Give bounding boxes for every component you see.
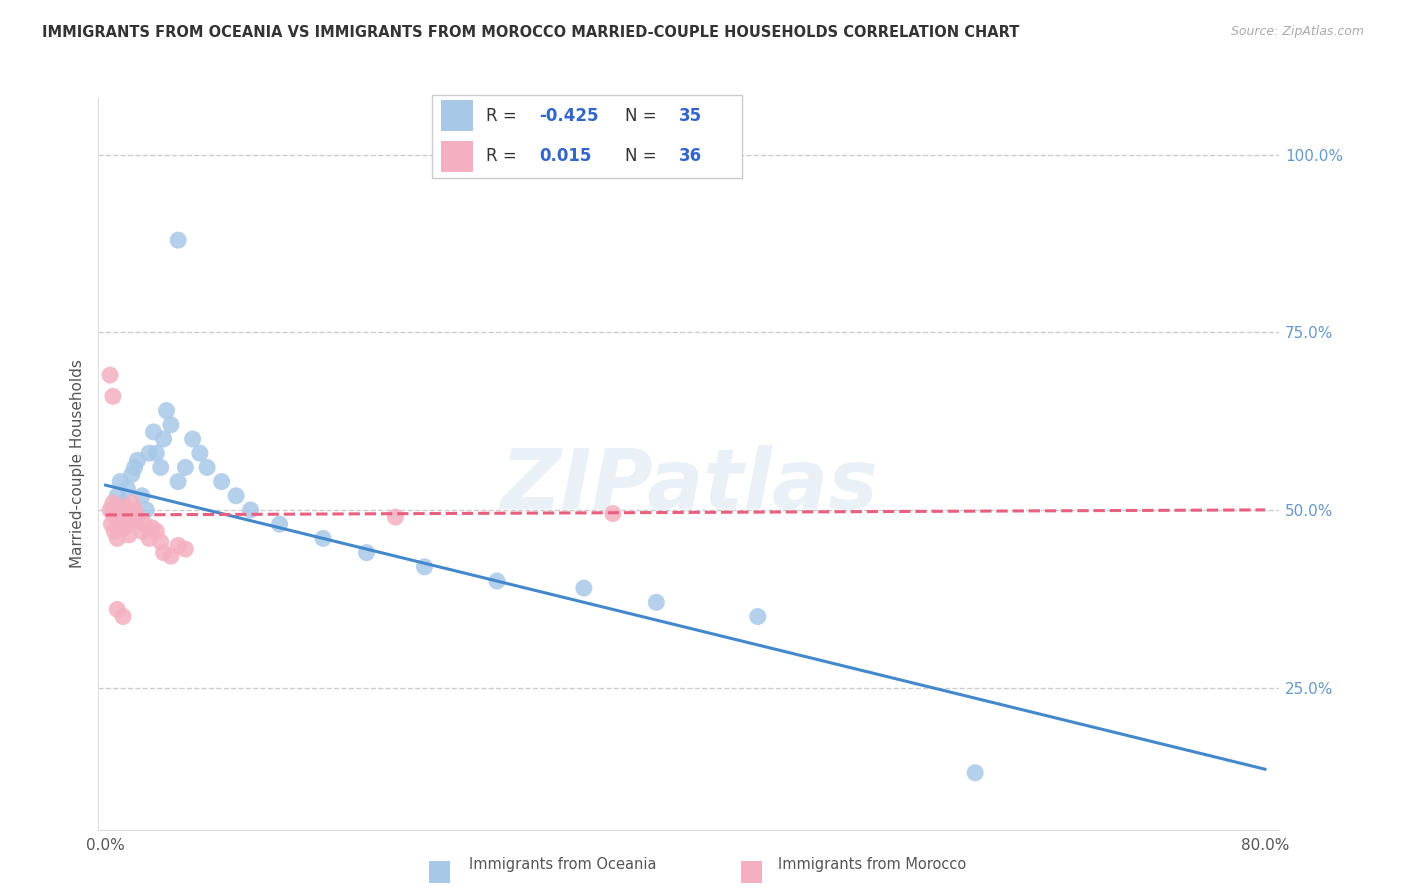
Point <box>965 765 987 780</box>
Point <box>195 460 218 475</box>
Point <box>138 532 160 546</box>
Point <box>167 475 190 489</box>
Text: N =: N = <box>626 147 662 165</box>
Point <box>188 446 211 460</box>
Point <box>121 507 143 521</box>
Text: N =: N = <box>626 107 662 125</box>
Point <box>101 389 124 403</box>
Point <box>149 535 172 549</box>
Point <box>101 503 124 517</box>
Point <box>155 403 177 417</box>
Y-axis label: Married-couple Households: Married-couple Households <box>69 359 84 568</box>
Point <box>269 517 291 532</box>
Point <box>114 521 136 535</box>
Point <box>356 546 378 560</box>
Point <box>312 532 335 546</box>
Point <box>239 503 262 517</box>
Point <box>149 460 172 475</box>
Point <box>174 460 197 475</box>
Point <box>121 496 143 510</box>
Point <box>105 532 128 546</box>
Text: 0.015: 0.015 <box>540 147 592 165</box>
Point <box>98 503 121 517</box>
Point <box>134 517 156 532</box>
Point <box>145 446 167 460</box>
Point <box>167 233 190 247</box>
Point <box>108 500 131 514</box>
Point <box>124 503 146 517</box>
Point <box>127 453 149 467</box>
Point <box>135 503 157 517</box>
Point <box>152 546 174 560</box>
Point <box>103 524 125 539</box>
Point <box>131 524 153 539</box>
Point <box>107 503 129 517</box>
Point <box>118 528 141 542</box>
Point <box>160 417 183 432</box>
FancyBboxPatch shape <box>441 101 472 131</box>
Point <box>121 467 143 482</box>
Point <box>98 368 121 382</box>
Point <box>747 609 769 624</box>
FancyBboxPatch shape <box>441 141 472 171</box>
Point <box>384 510 406 524</box>
Point <box>181 432 204 446</box>
Point <box>225 489 247 503</box>
Point <box>105 489 128 503</box>
Text: R =: R = <box>486 107 522 125</box>
Point <box>117 517 139 532</box>
Point <box>117 482 139 496</box>
Text: Source: ZipAtlas.com: Source: ZipAtlas.com <box>1230 25 1364 38</box>
Point <box>101 496 124 510</box>
Text: 35: 35 <box>679 107 702 125</box>
Text: R =: R = <box>486 147 522 165</box>
Point <box>572 581 595 595</box>
Point <box>160 549 183 563</box>
Point <box>131 489 153 503</box>
Point <box>174 542 197 557</box>
Point <box>485 574 508 588</box>
Point <box>112 496 135 510</box>
Point <box>138 446 160 460</box>
Point <box>108 475 131 489</box>
Point <box>104 510 127 524</box>
Point <box>645 595 668 609</box>
Point <box>413 559 436 574</box>
FancyBboxPatch shape <box>432 95 742 178</box>
Point <box>145 524 167 539</box>
Point <box>142 425 165 439</box>
Point <box>108 514 131 528</box>
Point <box>167 539 190 553</box>
Text: Immigrants from Morocco: Immigrants from Morocco <box>778 857 966 872</box>
Text: Immigrants from Oceania: Immigrants from Oceania <box>468 857 657 872</box>
Point <box>124 460 146 475</box>
Point <box>141 521 163 535</box>
Point <box>115 503 138 517</box>
Point <box>112 510 135 524</box>
Point <box>211 475 233 489</box>
Point <box>105 602 128 616</box>
Point <box>112 609 135 624</box>
Text: IMMIGRANTS FROM OCEANIA VS IMMIGRANTS FROM MOROCCO MARRIED-COUPLE HOUSEHOLDS COR: IMMIGRANTS FROM OCEANIA VS IMMIGRANTS FR… <box>42 25 1019 40</box>
Point <box>127 510 149 524</box>
Text: -0.425: -0.425 <box>540 107 599 125</box>
Point <box>152 432 174 446</box>
Text: 36: 36 <box>679 147 702 165</box>
Point <box>101 507 124 521</box>
Point <box>100 517 122 532</box>
Point <box>124 514 146 528</box>
Point <box>602 507 624 521</box>
Text: ZIPatlas: ZIPatlas <box>501 445 877 526</box>
